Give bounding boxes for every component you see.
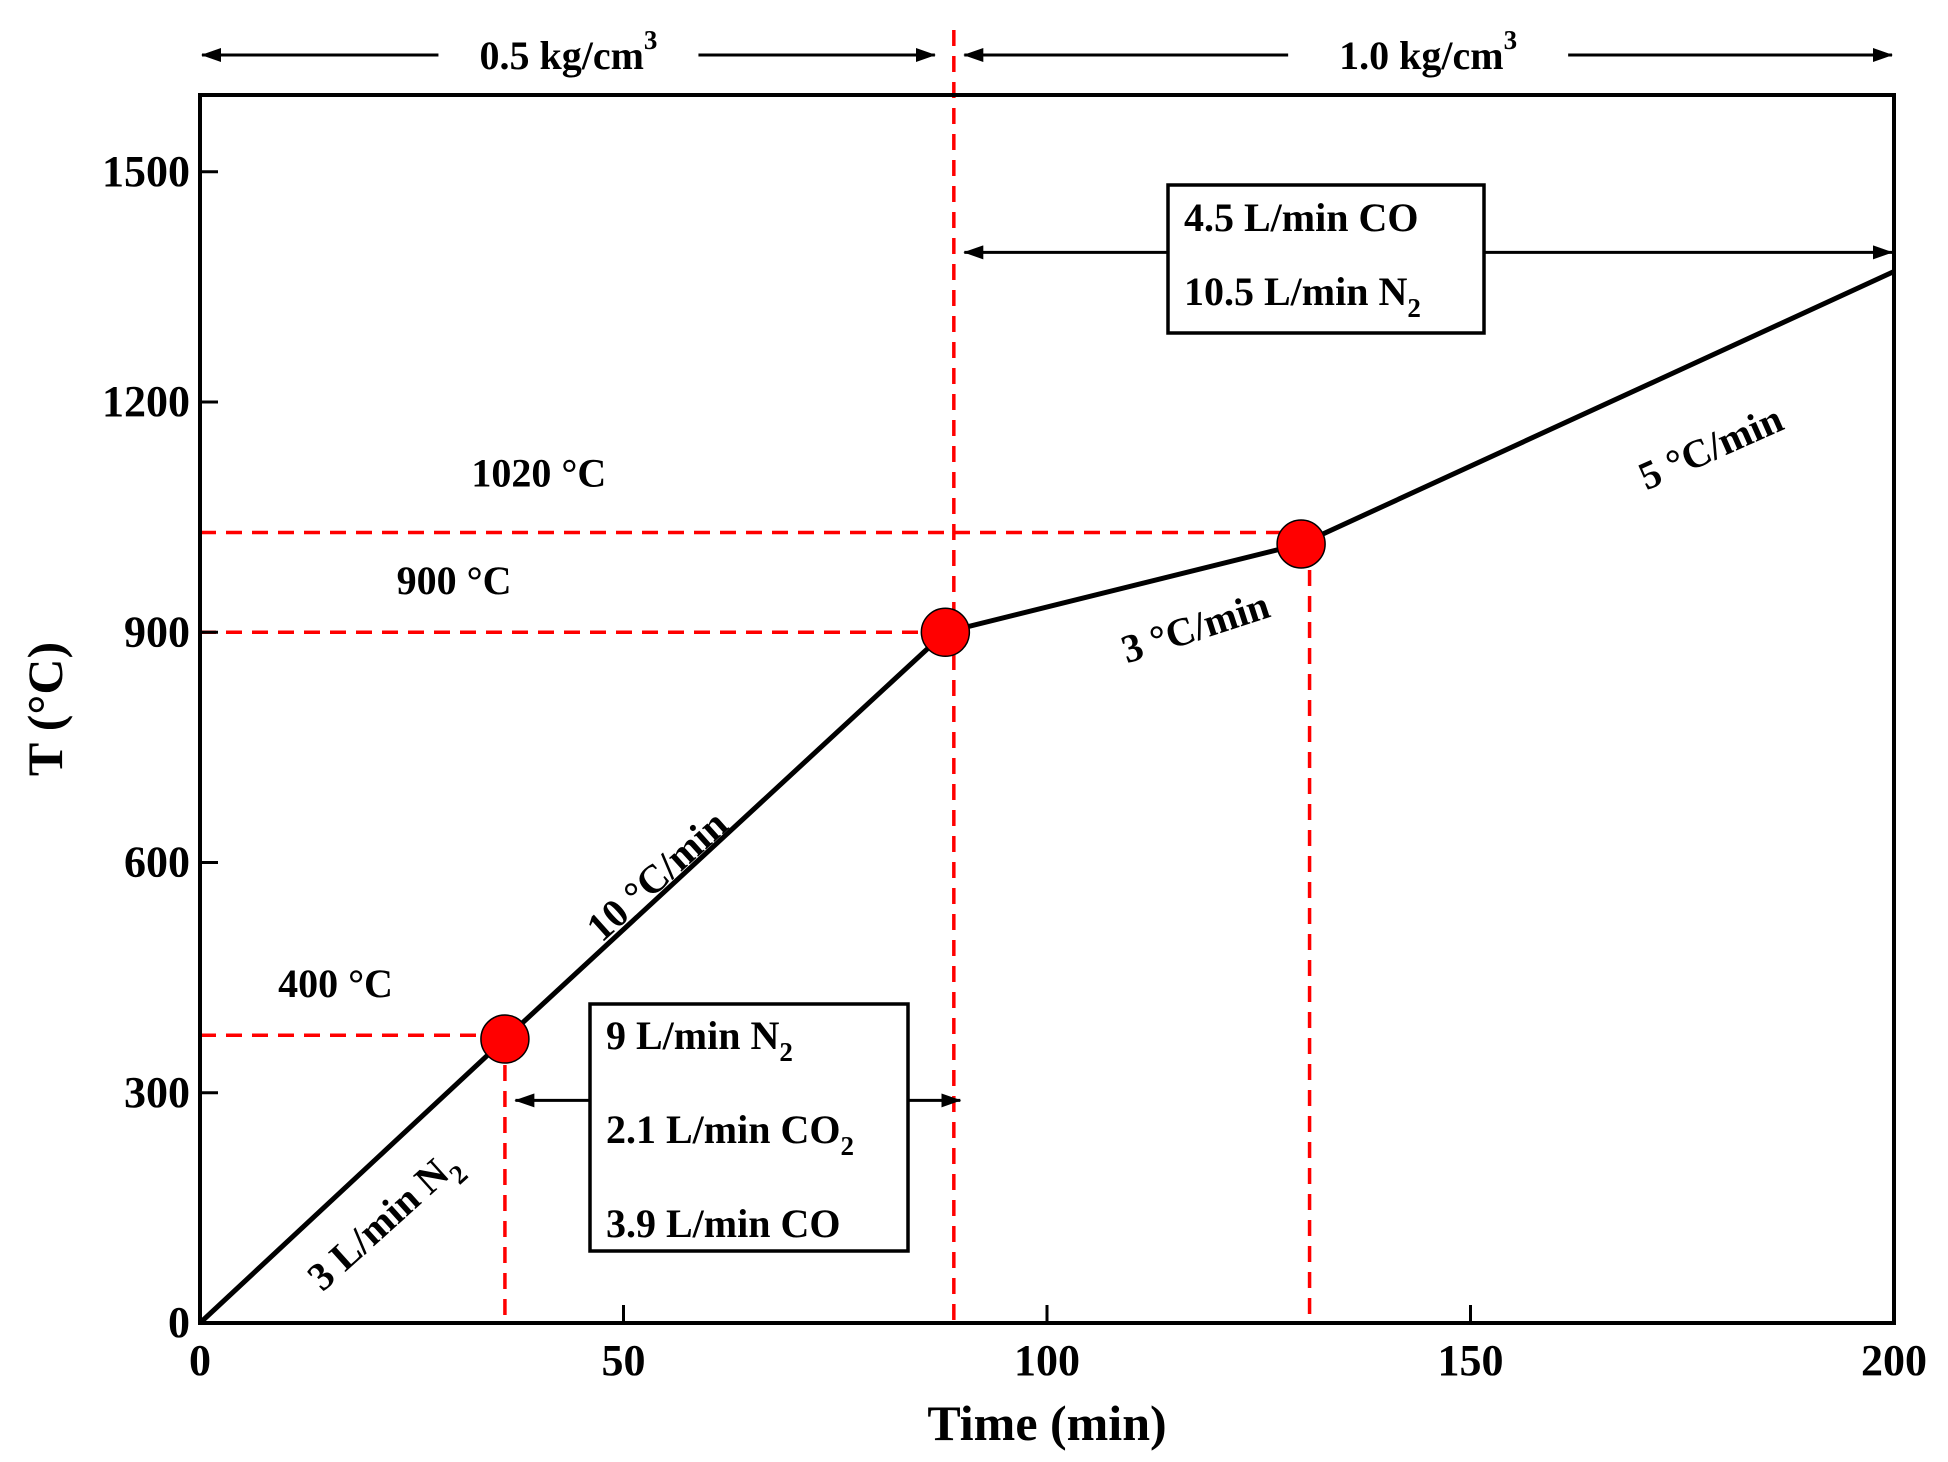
density-label-main: 1.0 kg/cm [1339, 33, 1503, 78]
initial-gas-main: 3 L/min N [298, 1150, 457, 1300]
y-axis-label: T (°C) [17, 642, 73, 776]
plot-frame [198, 93, 1896, 1325]
density-label: 0.5 kg/cm3 [479, 25, 657, 78]
gas-box-feed-2-line-main: 4.5 L/min CO [1184, 195, 1418, 240]
x-tick-label: 0 [189, 1336, 211, 1385]
gas-box-feed-1-line-main: 9 L/min N [606, 1013, 779, 1058]
gas-box-feed-2-line: 4.5 L/min CO [1184, 195, 1418, 240]
temperature-label: 900 °C [397, 558, 512, 603]
temperature-label: 1020 °C [471, 450, 606, 495]
x-tick-label: 200 [1861, 1336, 1927, 1385]
x-axis-label: Time (min) [927, 1395, 1166, 1451]
gas-box-feed-1-line: 2.1 L/min CO2 [606, 1107, 854, 1161]
data-point-marker [1276, 519, 1326, 569]
annotations: 400 °C 900 °C 1020 °C 10 °C/min 3 °C/min 5 °C… [201, 25, 1893, 1306]
gas-box-feed-1-line-subscript: 2 [840, 1131, 854, 1161]
density-label: 1.0 kg/cm3 [1339, 25, 1517, 78]
density-label-superscript: 3 [1504, 25, 1518, 55]
x-tick-label: 100 [1014, 1336, 1080, 1385]
y-tick-label: 0 [168, 1298, 190, 1347]
data-point-marker [920, 607, 971, 657]
temperature-label: 400 °C [278, 961, 393, 1006]
gas-box-feed-2-line-subscript: 2 [1407, 293, 1421, 323]
y-tick-label: 300 [124, 1068, 190, 1117]
gas-box-feed-2-line: 10.5 L/min N2 [1184, 269, 1421, 323]
density-label-main: 0.5 kg/cm [479, 33, 643, 78]
y-tick-label: 1200 [102, 377, 190, 426]
reference-lines [200, 30, 1312, 1323]
axis-ticks: 0 50 100 150 200 0 300 600 900 1200 1500 [102, 147, 1927, 1385]
heating-rate-label: 3 °C/min [1116, 582, 1275, 672]
gas-box-feed-2-line-main: 10.5 L/min N [1184, 269, 1407, 314]
y-tick-label: 1500 [102, 147, 190, 196]
y-tick-label: 900 [124, 607, 190, 656]
density-label-superscript: 3 [644, 25, 658, 55]
gas-box-feed-1-frame [588, 1002, 910, 1253]
gas-box-feed-1-line-main: 2.1 L/min CO [606, 1107, 840, 1152]
marker-layer [480, 519, 1326, 1064]
gas-box-feed-1-line-main: 3.9 L/min CO [606, 1201, 840, 1246]
x-tick-label: 150 [1438, 1336, 1504, 1385]
heating-rate-label: 5 °C/min [1632, 396, 1790, 499]
gas-box-feed-1-line: 3.9 L/min CO [606, 1201, 840, 1246]
y-tick-label: 600 [124, 838, 190, 887]
gas-box-feed-1-line: 9 L/min N2 [606, 1013, 793, 1067]
data-point-marker [480, 1014, 530, 1064]
x-tick-label: 50 [602, 1336, 646, 1385]
heating-rate-label: 10 °C/min [578, 801, 736, 950]
gas-box-feed-1-line-subscript: 2 [779, 1037, 793, 1067]
initial-gas-label: 3 L/min N2 [298, 1141, 473, 1306]
gas-box-feed-2-frame [1166, 183, 1486, 335]
